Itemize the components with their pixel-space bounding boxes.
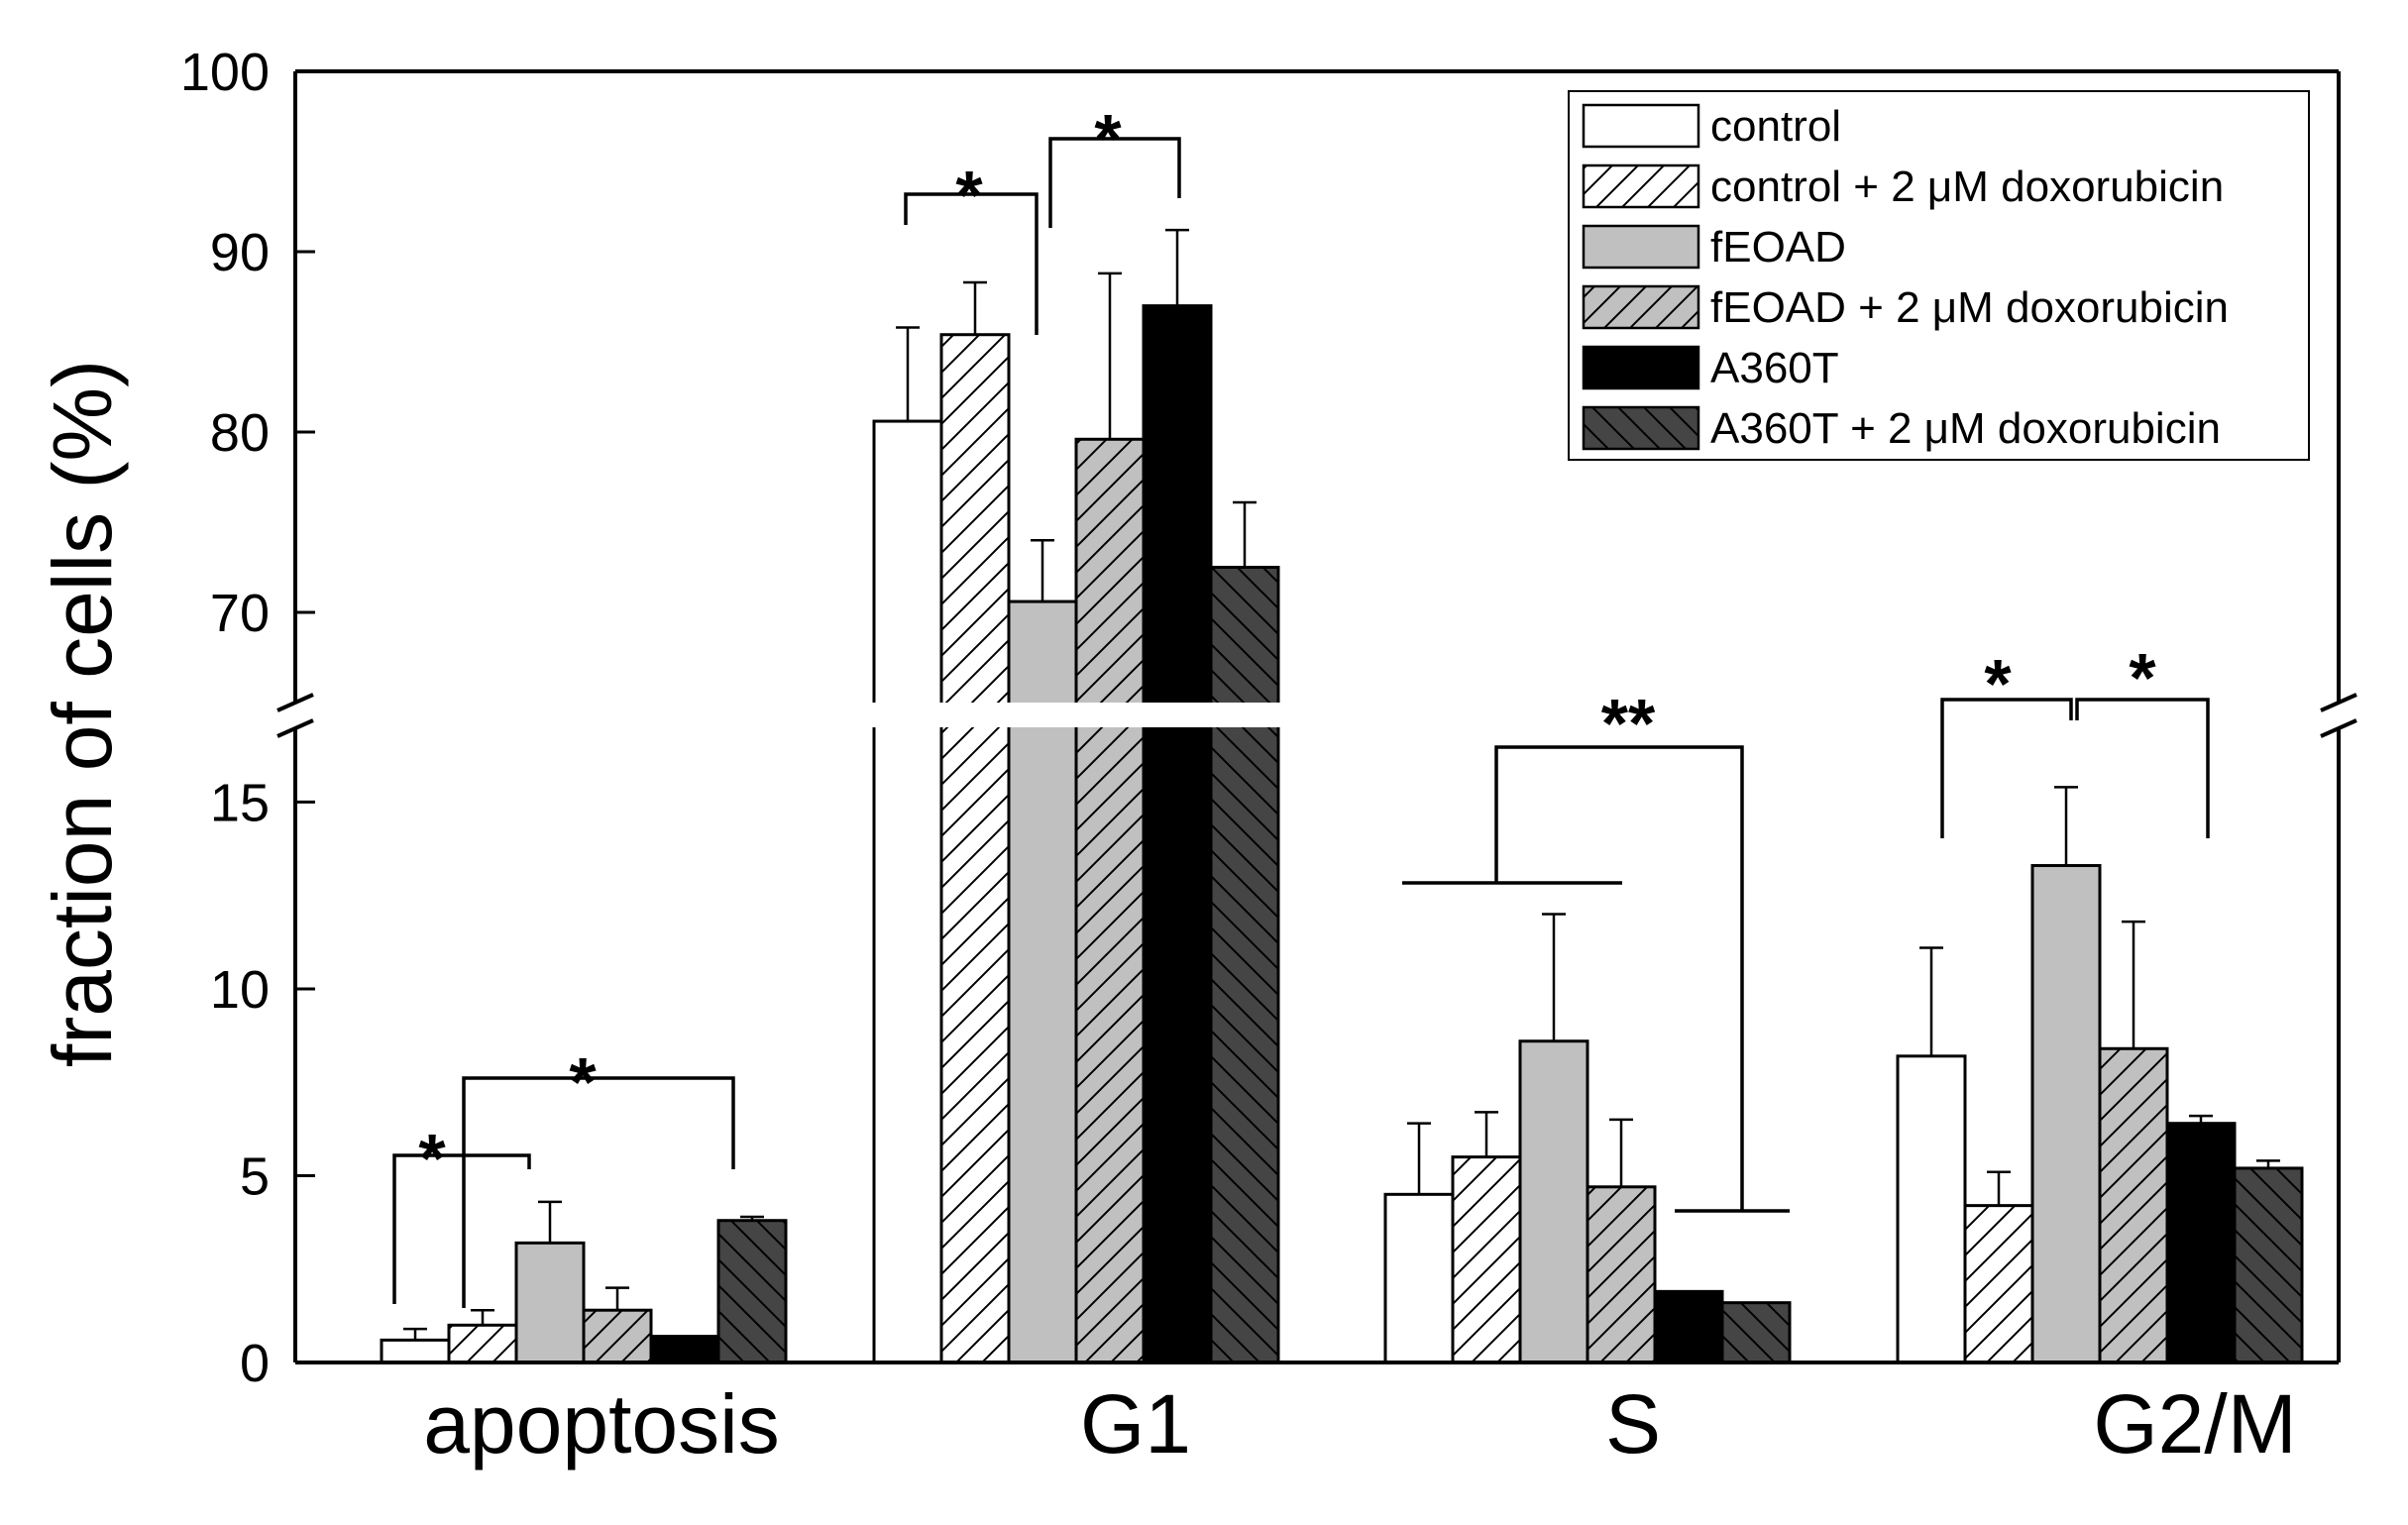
significance-marker-4: *	[1094, 100, 1122, 177]
significance-bracket-7	[2075, 698, 2210, 838]
significance-layer: ******* *	[392, 100, 2210, 1308]
legend-feoad-2-um-doxorubicin-swatch	[1582, 284, 1700, 330]
bar-g1-control-fill	[874, 421, 941, 1363]
y-tick-label-90: 90	[210, 223, 270, 282]
significance-marker-2: *	[569, 1043, 597, 1121]
legend-feoad-label: fEOAD	[1710, 223, 1846, 272]
significance-marker-5: **	[1601, 685, 1656, 762]
category-label-s: S	[1605, 1377, 1661, 1471]
bar-g2-m-feoad-2-um-doxorubicin-hatch	[2100, 1048, 2167, 1362]
legend-a360t-swatch-fill	[1584, 347, 1698, 388]
legend: control control + 2 μM doxorubicin fEOAD fE…	[1568, 90, 2310, 461]
bar-g2-m-a360t-2-um-doxorubicin-hatch	[2235, 1167, 2302, 1362]
bar-g2-m-control-fill	[1898, 1055, 1965, 1362]
significance-bracket-5	[1402, 745, 1790, 1213]
legend-a360t-2-um-doxorubicin-swatch-hatch	[1584, 407, 1698, 449]
error-bars-layer	[403, 228, 2280, 1341]
y-tick-label-0: 0	[240, 1334, 270, 1393]
bar-s-control-fill	[1385, 1194, 1453, 1362]
significance-marker-7: *	[2129, 639, 2156, 716]
category-label-g1: G1	[1080, 1377, 1191, 1471]
significance-marker-1: *	[418, 1120, 446, 1197]
y-tick-label-5: 5	[240, 1146, 270, 1206]
y-tick-label-80: 80	[210, 403, 270, 463]
y-tick-label-10: 10	[210, 960, 270, 1020]
legend-control-swatch-fill	[1584, 105, 1698, 147]
bar-apoptosis-a360t-fill	[651, 1336, 718, 1362]
bar-g2-m-feoad-fill	[2032, 865, 2100, 1362]
category-labels-layer: apoptosis G1 S G2/M	[423, 1377, 2296, 1471]
bar-apoptosis-control-fill	[382, 1340, 449, 1362]
legend-feoad-swatch-fill	[1584, 226, 1698, 268]
y-tick-layer: 0 5 10 15 70 80 90 100	[180, 43, 315, 1393]
significance-bracket-2	[462, 1076, 735, 1308]
bar-apoptosis-feoad-fill	[516, 1243, 584, 1362]
bar-s-control-2-um-doxorubicin-hatch	[1453, 1156, 1520, 1362]
legend-control-label: control	[1710, 102, 1841, 151]
significance-marker-3: *	[955, 157, 983, 234]
legend-control-2-um-doxorubicin-swatch	[1582, 163, 1700, 209]
legend-feoad-2-um-doxorubicin-swatch-hatch	[1584, 286, 1698, 328]
category-label-g2-m: G2/M	[2093, 1377, 2296, 1471]
bar-g1-control-2-um-doxorubicin-hatch	[941, 334, 1009, 1363]
legend-control-swatch	[1582, 103, 1700, 149]
legend-a360t-swatch	[1582, 345, 1700, 390]
legend-feoad-swatch	[1582, 224, 1700, 270]
bar-g1-a360t-2-um-doxorubicin-hatch	[1211, 567, 1278, 1362]
bars-layer	[380, 304, 2304, 1364]
bar-apoptosis-control-2-um-doxorubicin-hatch	[449, 1325, 516, 1362]
category-label-apoptosis: apoptosis	[423, 1377, 780, 1471]
y-tick-label-15: 15	[210, 773, 270, 832]
bar-apoptosis-a360t-2-um-doxorubicin-hatch	[718, 1220, 786, 1362]
y-tick-label-100: 100	[180, 43, 270, 102]
significance-bracket-4	[1048, 137, 1181, 228]
significance-bracket-6	[1940, 698, 2073, 838]
bar-s-a360t-2-um-doxorubicin-hatch	[1722, 1302, 1790, 1362]
legend-a360t-2-um-doxorubicin-label: A360T + 2 μM doxorubicin	[1710, 404, 2221, 453]
bar-s-feoad-fill	[1520, 1040, 1587, 1362]
significance-bracket-1	[392, 1153, 531, 1304]
axes-layer	[276, 69, 2357, 1364]
y-axis-label: fraction of cells (%)	[36, 360, 129, 1067]
bar-g2-m-a360t-fill	[2167, 1123, 2235, 1362]
legend-a360t-label: A360T	[1710, 344, 1839, 392]
y-tick-label-70: 70	[210, 584, 270, 643]
bar-apoptosis-feoad-2-um-doxorubicin-hatch	[584, 1310, 651, 1362]
bar-s-a360t-fill	[1655, 1291, 1722, 1362]
bar-g1-a360t-fill	[1144, 305, 1211, 1363]
legend-control-2-um-doxorubicin-swatch-hatch	[1584, 165, 1698, 207]
bar-g1-feoad-fill	[1009, 601, 1076, 1362]
bar-g1-feoad-2-um-doxorubicin-hatch	[1076, 439, 1144, 1362]
legend-control-2-um-doxorubicin-label: control + 2 μM doxorubicin	[1710, 163, 2224, 211]
legend-a360t-2-um-doxorubicin-swatch	[1582, 405, 1700, 451]
bar-g2-m-control-2-um-doxorubicin-hatch	[1965, 1205, 2032, 1362]
significance-marker-6: *	[1984, 645, 2012, 722]
bar-s-feoad-2-um-doxorubicin-hatch	[1587, 1186, 1655, 1362]
axis-break-gap	[295, 703, 2339, 727]
legend-feoad-2-um-doxorubicin-label: fEOAD + 2 μM doxorubicin	[1710, 283, 2229, 332]
significance-bracket-3	[904, 192, 1039, 335]
